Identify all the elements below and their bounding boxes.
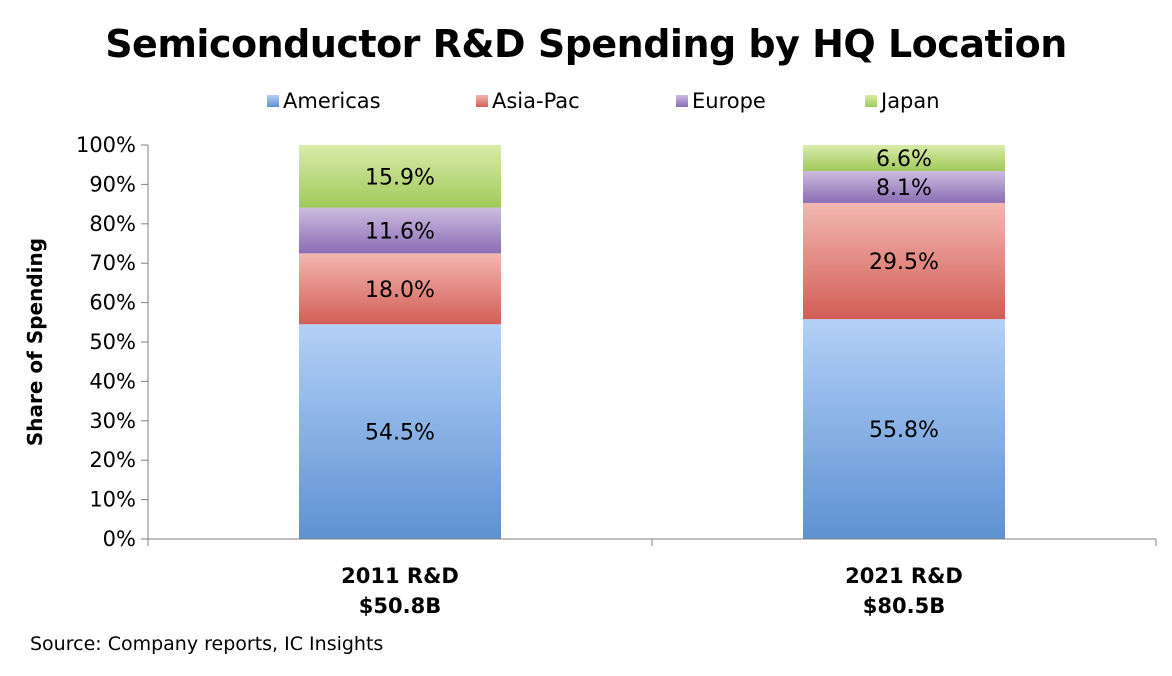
bar-asia-pac-0 xyxy=(299,253,501,325)
y-tick-label: 30% xyxy=(89,409,136,433)
x-category-label: 2011 R&D xyxy=(341,564,459,588)
legend-label-europe: Europe xyxy=(692,89,766,113)
bar-europe-0 xyxy=(299,207,501,254)
y-tick-label: 0% xyxy=(103,527,136,551)
data-label-asia-pac-0: 18.0% xyxy=(365,278,435,303)
legend-swatch-japan xyxy=(865,95,877,107)
y-tick-label: 40% xyxy=(89,369,136,393)
y-tick-label: 90% xyxy=(89,172,136,196)
legend-label-asia-pac: Asia-Pac xyxy=(492,89,580,113)
data-label-europe-1: 8.1% xyxy=(876,176,932,201)
y-axis-title: Share of Spending xyxy=(23,238,47,446)
chart-title: Semiconductor R&D Spending by HQ Locatio… xyxy=(105,22,1067,66)
x-category-label: 2021 R&D xyxy=(845,564,963,588)
y-tick-label: 20% xyxy=(89,448,136,472)
data-label-japan-0: 15.9% xyxy=(365,165,435,190)
y-tick-label: 50% xyxy=(89,330,136,354)
y-tick-label: 70% xyxy=(89,251,136,275)
bar-japan-0 xyxy=(299,145,501,208)
x-category-label: $50.8B xyxy=(359,594,441,618)
bar-americas-0 xyxy=(299,324,501,539)
bar-japan-1 xyxy=(803,145,1005,172)
bar-europe-1 xyxy=(803,171,1005,203)
y-tick-label: 100% xyxy=(76,133,136,157)
data-label-japan-1: 6.6% xyxy=(876,147,932,172)
bar-americas-1 xyxy=(803,319,1005,539)
y-tick-label: 80% xyxy=(89,212,136,236)
source-note: Source: Company reports, IC Insights xyxy=(30,633,384,655)
data-label-asia-pac-1: 29.5% xyxy=(869,250,939,275)
data-label-europe-0: 11.6% xyxy=(365,219,435,244)
y-tick-label: 60% xyxy=(89,291,136,315)
x-category-label: $80.5B xyxy=(863,594,945,618)
y-tick-label: 10% xyxy=(89,488,136,512)
data-label-americas-0: 54.5% xyxy=(365,421,435,446)
legend-swatch-asia-pac xyxy=(476,95,488,107)
bar-asia-pac-1 xyxy=(803,202,1005,320)
legend-label-americas: Americas xyxy=(283,89,381,113)
data-label-americas-1: 55.8% xyxy=(869,418,939,443)
legend-swatch-americas xyxy=(267,95,279,107)
legend-swatch-europe xyxy=(676,95,688,107)
legend-label-japan: Japan xyxy=(879,89,940,113)
